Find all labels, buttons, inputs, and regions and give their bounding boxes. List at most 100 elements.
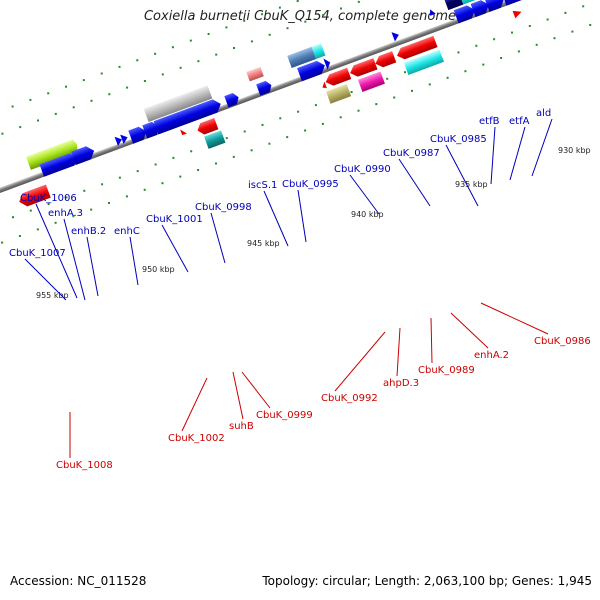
forward-gene-label: enhC xyxy=(114,226,140,237)
tick-label: 940 kbp xyxy=(351,210,384,219)
forward-genes xyxy=(25,0,528,177)
gene-blue xyxy=(224,93,239,108)
gene-blue xyxy=(256,80,272,96)
genome-backbone xyxy=(0,0,600,205)
leader-line xyxy=(396,327,401,377)
forward-gene-label: CbuK_1006 xyxy=(20,193,77,204)
leader-line xyxy=(161,224,189,273)
leader-line xyxy=(181,377,208,432)
leader-line xyxy=(263,190,289,247)
reverse-gene-label: ahpD.3 xyxy=(383,378,419,389)
gene-red xyxy=(512,10,522,19)
leader-line xyxy=(232,371,244,420)
leader-line xyxy=(241,371,271,409)
forward-gene-label: CbuK_1001 xyxy=(146,214,203,225)
gene-blue xyxy=(297,60,325,82)
gene-blue xyxy=(484,0,504,12)
gene-blue xyxy=(120,134,128,145)
forward-gene-label: CbuK_0987 xyxy=(383,148,440,159)
gene-blue xyxy=(323,58,331,70)
reverse-gene-label: enhA.2 xyxy=(474,350,509,361)
forward-gene-label: CbuK_0990 xyxy=(334,164,391,175)
label-leaders xyxy=(24,118,553,458)
tick-label: 930 kbp xyxy=(558,146,591,155)
gene-blue xyxy=(153,99,221,135)
gene-blue xyxy=(128,126,147,144)
forward-gene-label: CbuK_0998 xyxy=(195,202,252,213)
forward-gene-label: etfB xyxy=(479,116,500,127)
forward-gene-label: enhA.3 xyxy=(48,208,83,219)
leader-line xyxy=(86,236,99,297)
leader-line xyxy=(297,189,307,243)
forward-gene-label: etfA xyxy=(509,116,530,127)
gene-steel xyxy=(287,46,317,69)
gene-blue xyxy=(71,146,95,165)
forward-gene-label: CbuK_1007 xyxy=(9,248,66,259)
track-guides xyxy=(1,0,592,244)
gene-olive xyxy=(326,83,352,104)
reverse-gene-label: CbuK_1002 xyxy=(168,433,225,444)
leader-line xyxy=(129,236,139,286)
gene-red xyxy=(350,58,378,77)
forward-gene-label: ald xyxy=(536,108,551,119)
gene-blue xyxy=(501,0,528,6)
leader-line xyxy=(63,218,86,301)
reverse-gene-label: CbuK_1008 xyxy=(56,460,113,471)
gene-labels: CbuK_1007 CbuK_1006 enhA.3 enhB.2 enhC CbuK_1… xyxy=(9,108,591,471)
forward-gene-label: CbuK_0995 xyxy=(282,179,339,190)
gene-navy xyxy=(443,0,464,11)
gene-cyan xyxy=(311,43,326,59)
gene-red xyxy=(322,81,327,89)
forward-gene-label: CbuK_0985 xyxy=(430,134,487,145)
reverse-genes xyxy=(19,10,522,207)
leader-line xyxy=(490,126,496,185)
gene-teal xyxy=(204,130,226,149)
forward-gene-label: iscS.1 xyxy=(248,180,277,191)
leader-line xyxy=(398,158,431,207)
reverse-gene-label: suhB xyxy=(229,421,254,432)
leader-line xyxy=(480,302,549,335)
leader-line xyxy=(24,258,67,301)
gene-pink xyxy=(246,66,264,82)
gene-gray xyxy=(143,85,213,123)
gene-red xyxy=(375,51,397,68)
reverse-gene-label: CbuK_0999 xyxy=(256,410,313,421)
gene-red xyxy=(325,67,352,86)
gene-blue xyxy=(391,32,399,42)
gene-red xyxy=(180,129,187,136)
reverse-gene-label: CbuK_0989 xyxy=(418,365,475,376)
accession-label: Accession: NC_011528 xyxy=(10,574,147,588)
tick-label: 955 kbp xyxy=(36,291,69,300)
tick-label: 935 kbp xyxy=(455,180,488,189)
reverse-gene-label: CbuK_0986 xyxy=(534,336,591,347)
gene-red xyxy=(19,184,51,207)
leader-line xyxy=(445,144,479,207)
tick-label: 945 kbp xyxy=(247,239,280,248)
gene-blue xyxy=(39,153,78,177)
gene-blue xyxy=(453,5,475,24)
leader-line xyxy=(334,331,386,392)
gene-blue xyxy=(114,136,122,147)
leader-line xyxy=(349,174,380,215)
gene-red xyxy=(396,35,438,60)
reverse-gene-label: CbuK_0992 xyxy=(321,393,378,404)
leader-line xyxy=(531,118,553,177)
topology-label: Topology: circular; Length: 2,063,100 bp… xyxy=(262,574,592,588)
forward-gene-label: enhB.2 xyxy=(71,226,106,237)
scale-ticks: 955 kbp 950 kbp 945 kbp 940 kbp 935 kbp 930 k… xyxy=(36,146,591,300)
gene-blue xyxy=(429,9,436,16)
leader-line xyxy=(430,317,433,364)
leader-line xyxy=(509,126,526,181)
gene-cyan xyxy=(403,49,445,75)
tick-label: 950 kbp xyxy=(142,265,175,274)
gene-lime xyxy=(25,139,78,170)
leader-line xyxy=(450,312,489,349)
gene-red xyxy=(197,117,219,135)
leader-line xyxy=(35,203,78,299)
map-title: Coxiella burnetii CbuK_Q154, complete ge… xyxy=(143,9,457,24)
gene-features xyxy=(19,0,528,207)
gene-magenta xyxy=(357,71,385,92)
leader-line xyxy=(210,212,226,264)
gene-blue xyxy=(470,0,489,18)
